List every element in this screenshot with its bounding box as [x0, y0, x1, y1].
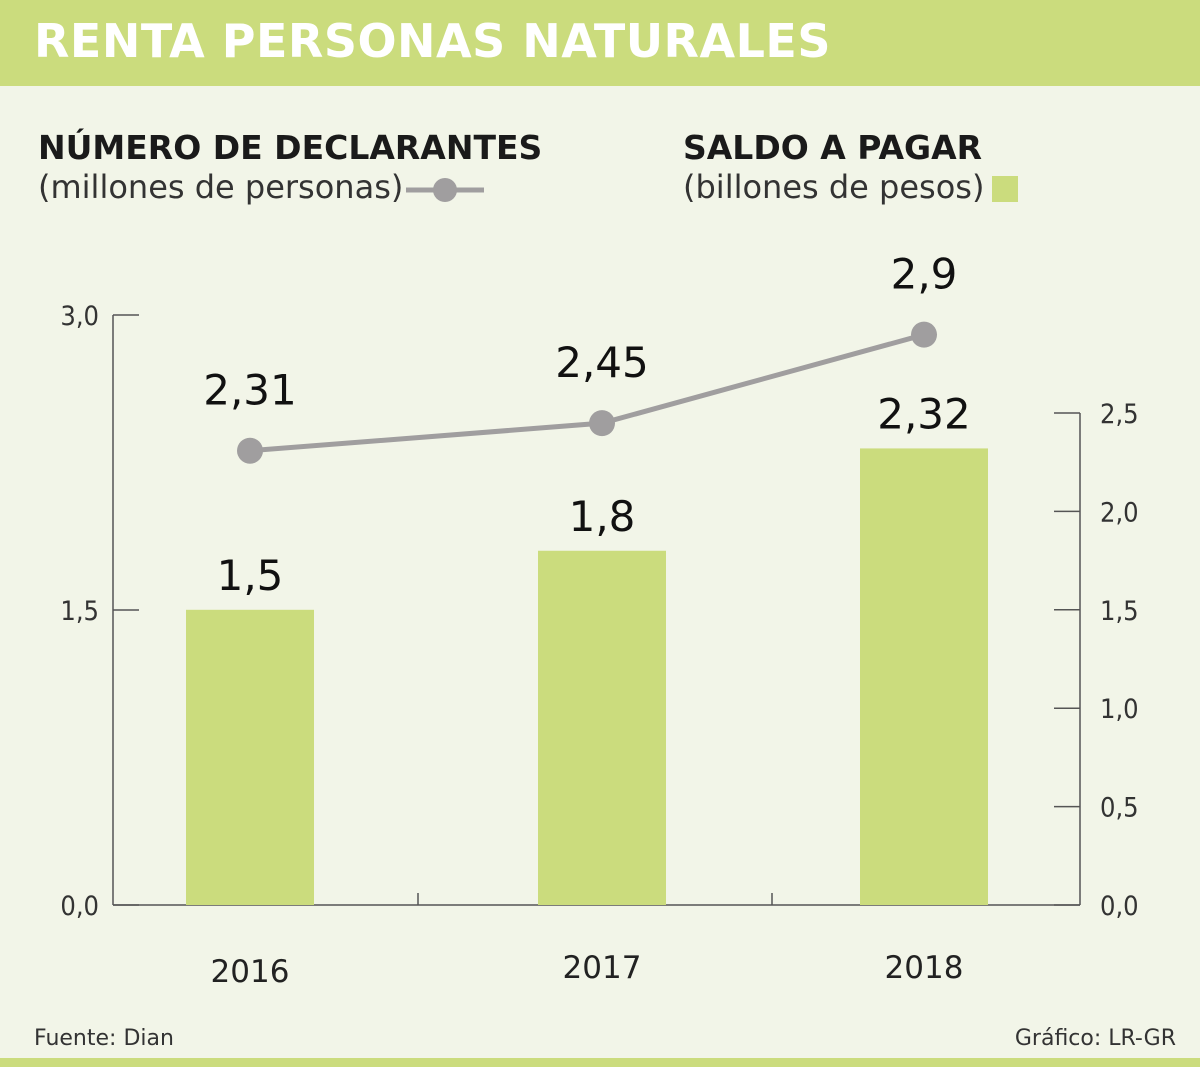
- right-axis-tick-label: 2,5: [1100, 399, 1139, 430]
- right-axis-tick-label: 2,0: [1100, 497, 1139, 528]
- right-axis-tick-label: 0,5: [1100, 793, 1139, 824]
- left-axis-tick-label: 3,0: [60, 301, 99, 332]
- line-legend-icon: [406, 178, 484, 202]
- line-value-label: 2,31: [203, 366, 297, 415]
- left-axis-tick-label: 1,5: [60, 596, 99, 627]
- line-value-label: 2,45: [555, 338, 649, 387]
- title-bar: RENTA PERSONAS NATURALES: [0, 0, 1200, 86]
- line-legend-heading: NÚMERO DE DECLARANTES: [38, 128, 543, 167]
- declarantes-point-2017: [589, 410, 615, 437]
- bar-2018: [860, 448, 988, 905]
- right-axis-tick-label: 1,0: [1100, 694, 1139, 725]
- x-axis-category-label: 2016: [211, 954, 290, 990]
- source-note: Fuente: Dian: [34, 1026, 174, 1051]
- right-axis-tick-label: 1,5: [1100, 596, 1139, 627]
- declarantes-point-2018: [911, 321, 937, 348]
- bar-value-label: 2,32: [877, 389, 971, 438]
- right-axis-tick-label: 0,0: [1100, 891, 1139, 922]
- line-value-label: 2,9: [891, 250, 958, 299]
- line-legend-unit: (millones de personas): [38, 168, 404, 206]
- declarantes-point-2016: [237, 437, 263, 464]
- bar-value-label: 1,8: [569, 492, 636, 541]
- credit-note: Gráfico: LR-GR: [1014, 1026, 1176, 1051]
- bar-2017: [538, 550, 666, 905]
- x-axis-category-label: 2018: [885, 950, 964, 986]
- chart-title: RENTA PERSONAS NATURALES: [34, 14, 831, 68]
- x-axis-category-label: 2017: [563, 950, 642, 986]
- bar-2016: [186, 609, 314, 905]
- bottom-bar: [0, 1058, 1200, 1067]
- left-axis-tick-label: 0,0: [60, 891, 99, 922]
- bar-legend-heading: SALDO A PAGAR: [683, 128, 983, 167]
- bar-legend-swatch: [992, 176, 1018, 202]
- bar-legend-unit: (billones de pesos): [683, 168, 985, 206]
- bar-value-label: 1,5: [217, 551, 284, 600]
